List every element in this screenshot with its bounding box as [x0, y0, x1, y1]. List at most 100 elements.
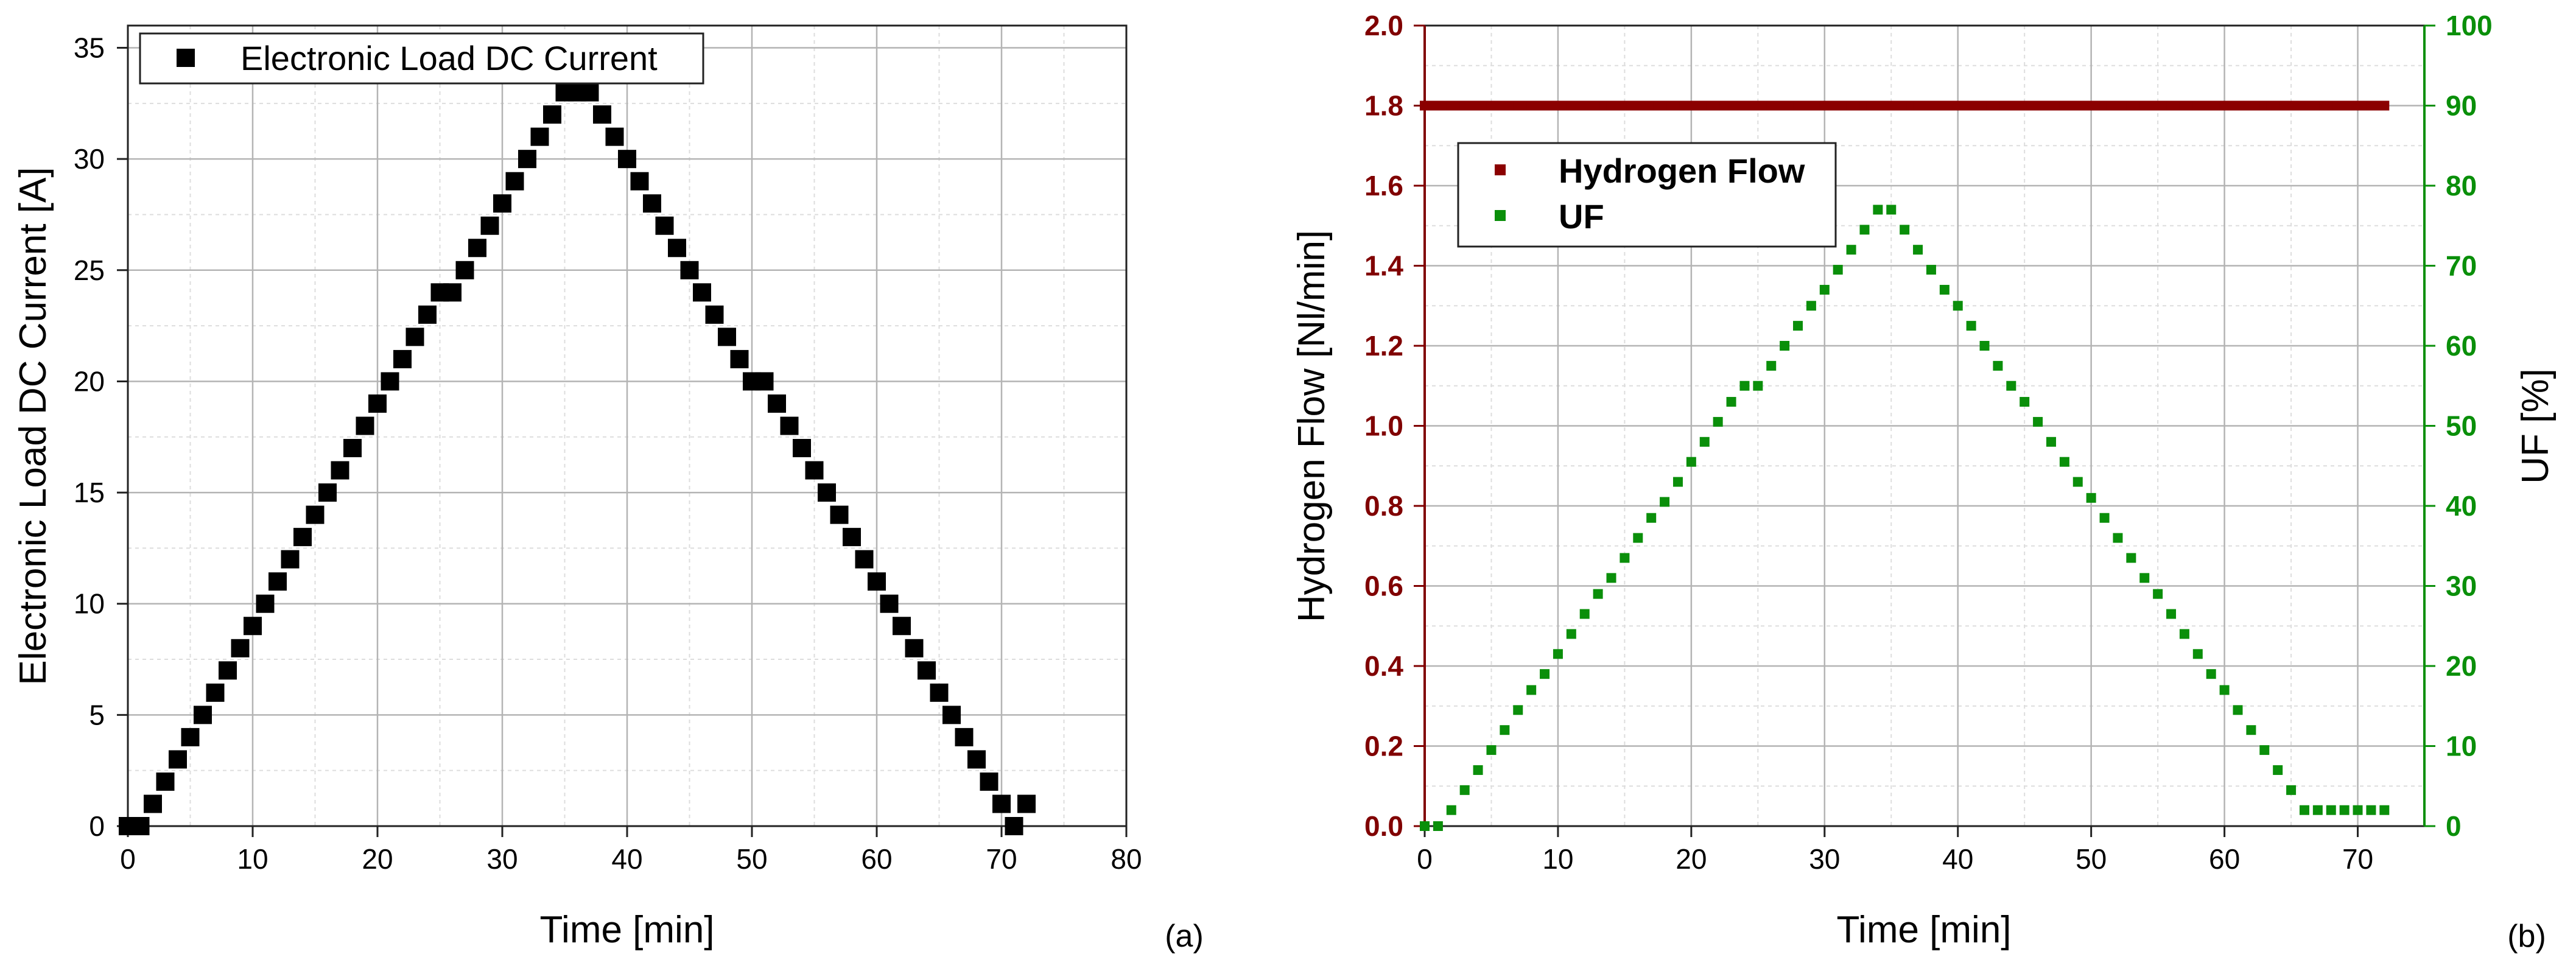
data-point [518, 150, 536, 169]
data-point-uf [2166, 609, 2177, 619]
data-point-uf [1913, 245, 1923, 255]
data-point-uf [2339, 805, 2350, 815]
x-tick-label: 0 [120, 843, 136, 875]
legend-box-a [139, 32, 704, 85]
data-point [768, 394, 786, 413]
y-right-tick-label: 0 [2446, 810, 2462, 842]
data-point [705, 305, 724, 324]
data-point-uf [2046, 436, 2056, 447]
data-point-uf [2126, 553, 2136, 563]
data-point-uf [1633, 533, 1643, 543]
data-point-uf [1686, 457, 1696, 467]
data-point [194, 706, 212, 724]
x-tick-label: 30 [486, 843, 518, 875]
data-point-uf [2139, 573, 2150, 583]
data-point-uf [2072, 477, 2083, 487]
data-point-uf [1526, 685, 1537, 695]
data-point [893, 617, 911, 636]
data-point [593, 105, 611, 124]
data-point [381, 372, 399, 391]
legend-label-a: Electronic Load DC Current [240, 39, 658, 77]
x-tick-label: 70 [986, 843, 1017, 875]
data-point [343, 439, 362, 458]
data-point-uf [1566, 629, 1576, 639]
data-point [393, 349, 412, 368]
y-axis-title-a: Electronic Load DC Current [A] [12, 167, 54, 685]
data-point-uf [1713, 416, 1723, 427]
data-point [505, 172, 524, 191]
data-point [655, 216, 674, 235]
legend-label-hydrogen-flow: Hydrogen Flow [1559, 152, 1805, 190]
data-point [693, 283, 711, 302]
data-point-uf [2219, 685, 2230, 695]
data-point-uf [1672, 477, 1683, 487]
data-point-uf [1433, 821, 1443, 831]
data-point [181, 727, 200, 746]
x-tick-label: 50 [2076, 843, 2107, 875]
data-point-uf [1833, 265, 1843, 275]
x-tick-label: 70 [2342, 843, 2373, 875]
data-point [293, 528, 312, 547]
y-right-tick-label: 20 [2446, 650, 2477, 682]
y-left-tick-label: 1.4 [1364, 250, 1403, 282]
data-point-uf [1553, 649, 1563, 659]
y-left-tick-label: 1.2 [1364, 330, 1403, 362]
x-tick-label: 30 [1809, 843, 1840, 875]
y-axis-title-right-b: UF [%] [2515, 368, 2557, 483]
data-point [967, 750, 986, 769]
data-point [680, 261, 699, 279]
data-point [331, 461, 349, 480]
data-point-uf [1766, 360, 1777, 371]
data-point-uf [2379, 805, 2390, 815]
data-point [855, 550, 874, 569]
data-point-uf [2353, 805, 2363, 815]
x-tick-label: 60 [861, 843, 892, 875]
data-point [805, 461, 824, 480]
y-tick-label: 25 [74, 254, 105, 286]
data-point [455, 261, 474, 279]
y-left-tick-label: 1.0 [1364, 410, 1403, 442]
data-point [668, 239, 686, 258]
panel-label-b: (b) [2507, 919, 2546, 954]
data-point-uf [1953, 301, 1963, 311]
data-point [244, 617, 262, 636]
y-right-tick-label: 10 [2446, 731, 2477, 762]
data-point-uf [1540, 669, 1550, 679]
data-point-uf [2246, 725, 2256, 735]
data-point [955, 727, 974, 746]
y-right-tick-label: 80 [2446, 170, 2477, 202]
data-point-uf [1819, 284, 1830, 295]
series-uf [1420, 205, 2390, 831]
y-left-tick-label: 0.0 [1364, 810, 1403, 842]
series-hydrogen-flow [1420, 100, 2390, 111]
legend-marker-hydrogen-flow [1495, 164, 1506, 175]
data-point [530, 127, 549, 146]
data-point-uf [2312, 805, 2323, 815]
data-point-uf [1606, 573, 1616, 583]
data-point [618, 150, 636, 169]
ticks-a: 0 10 20 30 40 50 60 70 80 0 5 10 15 20 25 30 35 [74, 32, 1142, 875]
y-left-tick-label: 0.8 [1364, 490, 1403, 522]
data-point [306, 505, 325, 524]
data-point-uf [1780, 341, 1790, 351]
data-point-uf [2086, 493, 2096, 503]
data-point [468, 239, 486, 258]
data-point-uf [2020, 397, 2030, 407]
y-tick-label: 35 [74, 32, 105, 64]
data-point-uf [1806, 301, 1816, 311]
x-tick-label: 60 [2209, 843, 2240, 875]
y-tick-label: 20 [74, 365, 105, 397]
data-point [231, 639, 250, 657]
data-point-uf [1966, 321, 1976, 331]
data-point-uf [2113, 533, 2123, 543]
legend-b: Hydrogen Flow UF [1457, 142, 1837, 248]
data-point-uf [2233, 705, 2243, 715]
data-point-uf [1699, 436, 1710, 447]
data-point [1005, 817, 1023, 835]
legend-label-uf: UF [1559, 197, 1604, 236]
data-point [868, 572, 886, 591]
panel-label-a: (a) [1165, 919, 1204, 954]
data-point [493, 194, 511, 213]
data-point-uf [1753, 380, 1763, 391]
